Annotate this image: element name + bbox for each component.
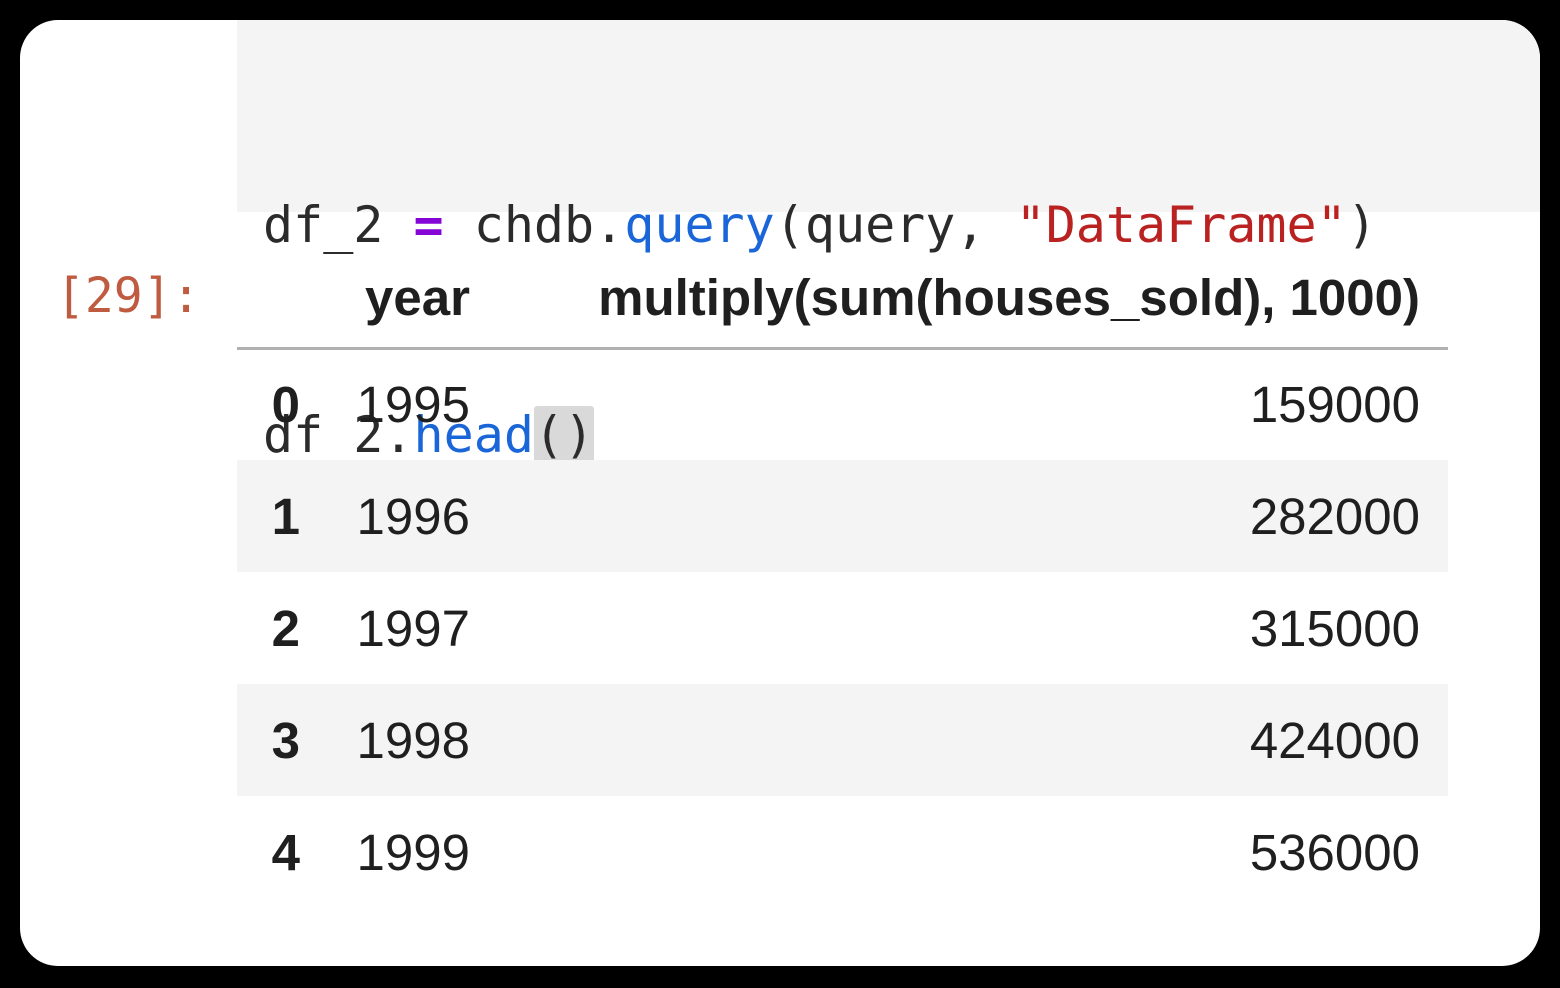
matched-bracket-highlight: () <box>533 406 595 464</box>
value-cell: 315000 <box>1249 599 1420 657</box>
operator-token: = <box>413 196 444 254</box>
expression-column-header: multiply(sum(houses_sold), 1000) <box>470 248 1448 350</box>
year-cell: 1995 <box>356 376 470 434</box>
code-token: ) <box>1346 196 1377 254</box>
value-cell: 282000 <box>1249 487 1420 545</box>
code-editor[interactable]: df_2 = chdb.query(query, "DataFrame") df… <box>237 20 1540 610</box>
year-cell: 1998 <box>356 711 470 769</box>
table-row: 0 1995 159000 <box>237 348 1448 460</box>
value-cell: 536000 <box>1249 823 1420 881</box>
function-token: head <box>413 406 534 464</box>
code-token: chdb. <box>443 196 625 254</box>
notebook-card: df_2 = chdb.query(query, "DataFrame") df… <box>20 20 1540 966</box>
table-row: 3 1998 424000 <box>237 684 1448 796</box>
string-token: "DataFrame" <box>1015 196 1347 254</box>
year-cell: 1996 <box>356 487 470 545</box>
code-line-1: df_2 = chdb.query(query, "DataFrame") <box>263 190 1540 260</box>
code-input-cell[interactable]: df_2 = chdb.query(query, "DataFrame") df… <box>237 20 1540 464</box>
row-index: 4 <box>271 823 300 881</box>
row-index: 3 <box>271 711 300 769</box>
year-cell: 1999 <box>356 823 470 881</box>
code-token: (query, <box>774 196 1016 254</box>
code-token: df_2. <box>263 406 414 464</box>
code-line-2: df_2.head() <box>263 400 1540 470</box>
function-token: query <box>624 196 775 254</box>
output-prompt: [29]: <box>56 268 201 324</box>
value-cell: 159000 <box>1249 376 1420 434</box>
year-column-header: year <box>300 248 470 350</box>
table-row: 4 1999 536000 <box>237 796 1448 908</box>
code-token: df_2 <box>263 196 414 254</box>
table-row: 2 1997 315000 <box>237 572 1448 684</box>
row-index: 0 <box>271 376 300 434</box>
row-index: 2 <box>271 599 300 657</box>
dataframe-output: year multiply(sum(houses_sold), 1000) 0 … <box>237 248 1448 908</box>
index-column-header <box>237 248 300 350</box>
year-cell: 1997 <box>356 599 470 657</box>
value-cell: 424000 <box>1249 711 1420 769</box>
dataframe-table: year multiply(sum(houses_sold), 1000) 0 … <box>237 248 1448 908</box>
table-row: 1 1996 282000 <box>237 460 1448 572</box>
row-index: 1 <box>271 487 300 545</box>
table-header-row: year multiply(sum(houses_sold), 1000) <box>237 248 1448 350</box>
